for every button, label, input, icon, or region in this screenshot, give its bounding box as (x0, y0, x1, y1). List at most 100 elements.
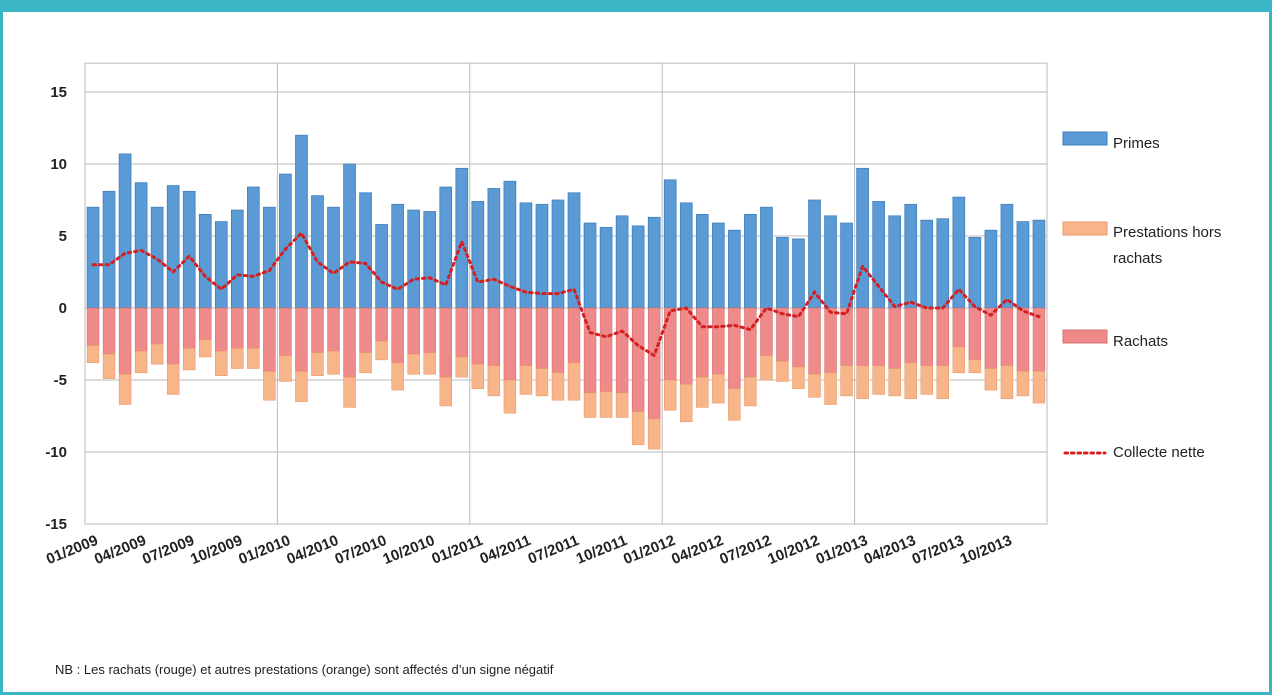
bar (359, 192, 372, 309)
x-tick-label: 04/2009 (92, 532, 149, 568)
bar (311, 307, 324, 353)
bar (423, 307, 436, 353)
bar (519, 307, 533, 366)
note: NB : Les rachats (rouge) et autres prest… (55, 662, 554, 677)
bar (615, 215, 629, 309)
bar (182, 307, 196, 349)
legend-label: Prestations hors rachats (1113, 224, 1222, 267)
bar (936, 365, 950, 400)
bar (391, 362, 404, 391)
bar (679, 202, 693, 309)
bar (150, 307, 164, 345)
bar (359, 307, 372, 353)
bar (102, 190, 116, 309)
bar (391, 307, 404, 364)
bar (776, 360, 789, 382)
bar (583, 392, 597, 418)
bar (647, 307, 661, 420)
bar (631, 225, 645, 309)
y-tick-label: 15 (50, 84, 67, 101)
bar (423, 352, 436, 375)
bar (936, 218, 950, 309)
bar (247, 186, 260, 309)
bar (230, 209, 244, 309)
bar (279, 355, 292, 382)
y-tick-label: 10 (50, 156, 67, 173)
bar (968, 237, 982, 309)
bar (439, 307, 452, 378)
bar (182, 348, 196, 371)
bar (263, 206, 276, 309)
legend-swatch (1062, 131, 1108, 146)
bar (728, 388, 741, 421)
bar (166, 185, 180, 309)
bar (872, 365, 885, 395)
x-tick-label: 10/2011 (574, 532, 630, 568)
x-tick-label: 10/2010 (381, 532, 438, 568)
bar (599, 391, 613, 418)
bar (856, 167, 869, 309)
x-tick-label: 04/2012 (669, 532, 726, 568)
bar (375, 340, 388, 361)
bar (134, 350, 148, 374)
chart: -15-10-505101501/200904/200907/200910/20… (44, 62, 1108, 568)
bar (808, 373, 821, 398)
bar (888, 307, 901, 369)
bar (920, 307, 933, 366)
bar (728, 229, 741, 309)
bar (1016, 307, 1030, 372)
bar (744, 376, 757, 407)
bar (118, 307, 132, 375)
bar (904, 307, 917, 364)
bar (728, 307, 741, 389)
bar (840, 307, 853, 366)
bar (712, 307, 725, 375)
bar (936, 307, 950, 366)
bar (631, 411, 645, 446)
bar (680, 384, 693, 423)
bar (263, 307, 276, 372)
bar (118, 153, 132, 309)
x-tick-label: 01/2012 (621, 532, 678, 568)
bar (487, 188, 501, 309)
bar (744, 213, 757, 309)
bar (824, 215, 837, 309)
bar (343, 376, 356, 408)
bar (134, 307, 148, 352)
x-tick-label: 10/2012 (765, 532, 822, 568)
bar (455, 167, 469, 309)
bar (984, 368, 998, 391)
bar (247, 348, 260, 369)
bar (599, 226, 613, 309)
bar (455, 307, 469, 358)
bar (327, 206, 340, 309)
legend-swatch (1062, 221, 1108, 236)
bar (792, 238, 805, 309)
bar (134, 182, 148, 309)
bar (86, 345, 100, 364)
bar (808, 307, 821, 375)
bar (118, 373, 132, 405)
bar (407, 307, 420, 355)
bar (102, 353, 116, 379)
x-tick-label: 07/2011 (526, 532, 582, 568)
bar (247, 307, 260, 349)
bar (503, 307, 517, 381)
bar (423, 211, 437, 309)
legend-label: Primes (1113, 135, 1160, 152)
bar (375, 307, 388, 342)
bar (663, 179, 677, 309)
x-tick-label: 10/2009 (188, 532, 245, 568)
bar (263, 371, 276, 401)
bar (872, 307, 885, 366)
bar (166, 307, 180, 365)
y-tick-label: -10 (45, 444, 67, 461)
bar (647, 216, 661, 309)
bar (968, 307, 982, 361)
bar (583, 222, 597, 309)
bar (279, 173, 292, 309)
bar (760, 355, 773, 381)
bar (1016, 371, 1030, 397)
bar (888, 215, 902, 309)
